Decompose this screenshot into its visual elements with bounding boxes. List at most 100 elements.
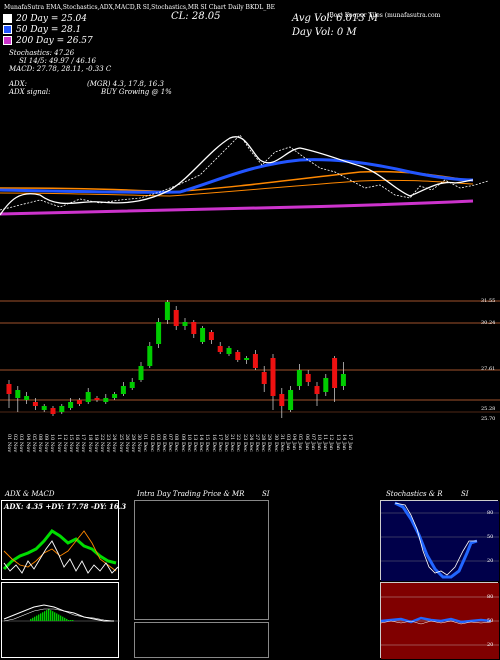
date-label: 07 Jan [309,434,316,451]
candle-body [173,310,179,326]
ma20-label: 20 Day = 25.04 [16,13,88,24]
ma200-legend: 200 Day = 26.57 [3,35,93,46]
candle-body [235,352,241,360]
moving-averages [0,134,489,216]
candle-body [332,358,338,388]
candle-body [164,302,170,320]
date-label: 15 Dec [204,434,211,452]
macd-bar [64,617,66,621]
date-label: 17 Dec [216,434,223,452]
stoch-si-label: SI [461,490,469,498]
candles-group [6,300,346,418]
adx-signal-value: BUY Growing @ 1% [101,88,172,96]
candle-body [191,322,197,334]
adx-panel-title: ADX & MACD [5,490,55,498]
intraday-panel [134,500,269,620]
price-level-label: 25.28 [481,406,496,412]
candle-body [15,390,21,398]
ma50-swatch [3,25,12,34]
candle-body [6,384,12,394]
candle-body [182,322,188,326]
adx-values-line: ADX: 4.35 +DY: 17.78 -DY: 16.3 [4,502,127,511]
ma50-line [0,158,474,194]
day-vol-label: Day Vol: 0 M [292,27,357,38]
date-label: 29 Dec [266,434,273,452]
macd-bar [36,615,38,621]
date-label: 04 Nov [24,434,31,453]
stoch-bg [381,501,499,581]
candle-body [261,372,267,384]
candle-body [323,378,329,392]
date-label: 18 Nov [86,434,93,453]
date-label: 03 Dec [154,434,161,452]
candle-body [32,402,38,406]
date-label: 12 Jan [328,434,335,451]
ma20-line [0,136,474,216]
ma200-line [0,199,474,216]
rsi-thin-line [381,620,492,625]
stoch-k-line [394,501,478,579]
macd-bar [66,618,68,621]
avg-vol-label: Avg Vol: 6.013 M [292,13,379,24]
macd-chart [2,604,120,622]
candle-body [138,366,144,380]
date-label: 26 Nov [123,434,130,453]
candle-body [288,390,294,410]
candle-body [279,394,285,406]
candle-body [208,332,214,340]
ma20-legend: 20 Day = 25.04 [3,13,93,24]
macd-bar [46,610,48,621]
date-label: 03 Nov [18,434,25,453]
candle-body [85,392,91,402]
candle-body [50,408,56,414]
macd-bar [56,613,58,621]
macd-value: MACD: 27.78, 28.11, -0.33 C [9,65,112,73]
adx-label: ADX: [9,80,28,88]
macd-bar [32,617,34,621]
rsi-panel: 80 50 20 [380,582,499,659]
macd-signal-line [3,608,115,622]
candle-body [305,374,311,382]
close-label: CL: 28.05 [171,11,221,22]
macd-bar [42,612,44,621]
date-label: 13 Jan [334,434,341,451]
macd-bar [60,615,62,621]
rsi-line [381,616,492,624]
si-value: SI 14/5: 49.97 / 46.16 [19,57,96,65]
date-label: 22 Dec [235,434,242,452]
chart-header-title: MunafaSutra EMA,Stochastics,ADX,MACD,R S… [4,4,276,11]
candle-body [94,398,100,400]
adx-values: (MGR) 4.3, 17.8, 16.3 [87,80,164,88]
rsi-tick: 80 [487,594,494,600]
macd-bar [54,612,56,621]
date-label: 17 Jan [347,434,353,451]
macd-bar [40,613,42,621]
date-label: 24 Dec [247,434,254,452]
candle-body [76,400,82,404]
rsi-chart [381,583,499,659]
macd-bar [48,609,50,621]
intra-panel-title: Intra Day Trading Price & MR [137,490,245,498]
date-label: 14 Jan [340,434,347,451]
intraday-mrsi-panel [134,622,269,658]
stoch-tick: 50 [487,534,494,540]
stoch-tick: 80 [487,510,494,516]
date-label: 12 Nov [61,434,68,453]
date-label: 05 Jan [297,434,304,451]
candle-body [226,348,232,354]
date-label: 06 Jan [303,434,310,451]
macd-bar [70,620,72,621]
date-label: 19 Nov [92,434,99,453]
date-label: 10 Dec [185,434,192,452]
candle-body [200,328,206,342]
candle-body [120,386,126,394]
price-level-label: 27.61 [481,366,496,372]
orange-line-lower [0,179,474,197]
stoch-d-line [394,502,477,576]
candle-body [68,402,74,408]
ma50-legend: 50 Day = 28.1 [3,24,93,35]
macd-panel [1,582,120,658]
macd-bar [44,611,46,621]
macd-bar [72,620,74,621]
ma200-swatch [3,36,12,45]
